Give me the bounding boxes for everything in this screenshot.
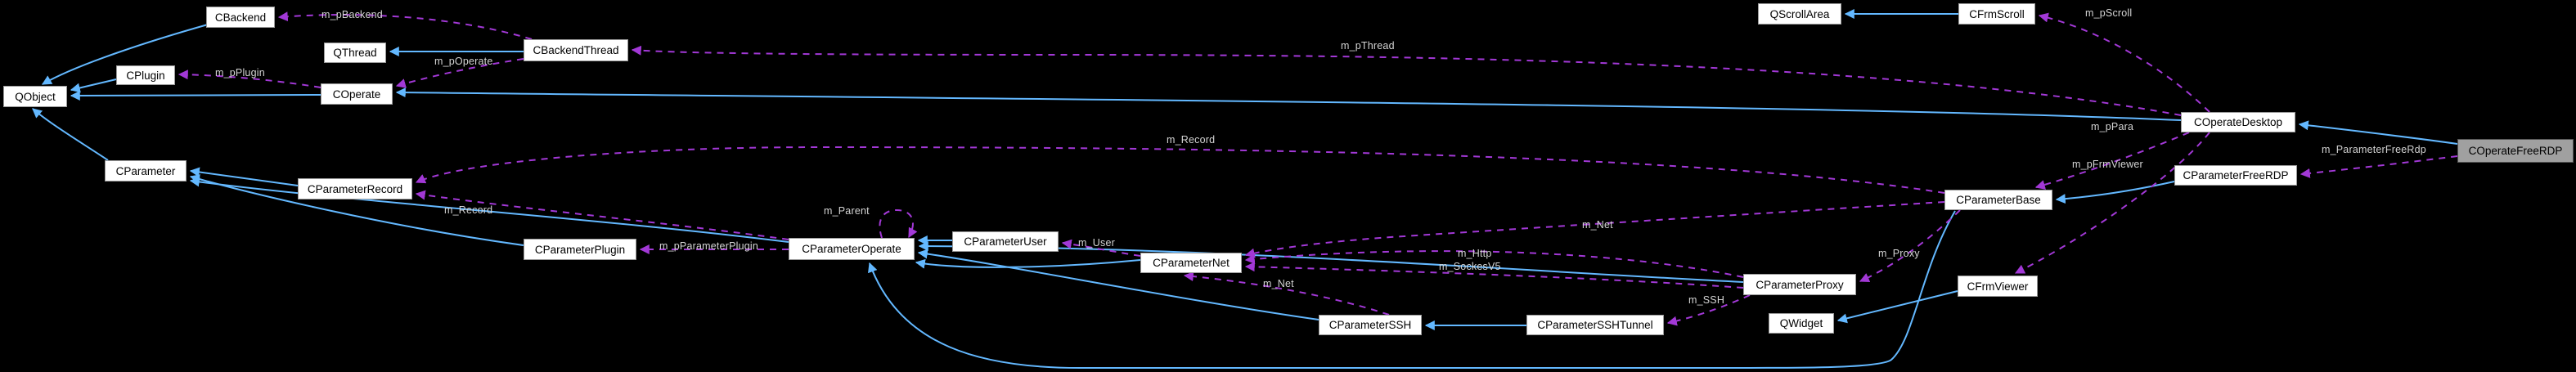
edge-cparameterproxy-to-cparameternet-m_SockesV5 [1244,262,1744,289]
edge-cfrmviewer-to-qwidget [1836,290,1958,324]
edge-cparameterfreerdp-to-cparameterbase [2055,181,2175,204]
edge-coperate-to-cplugin-m_pPlugin [178,69,321,88]
node-cparameterplugin[interactable]: CParameterPlugin [524,239,636,260]
node-qscrollarea[interactable]: QScrollArea [1758,3,1841,25]
edge-cparameternet-to-cparameteroperate [915,258,1141,269]
node-qthread[interactable]: QThread [324,43,386,63]
edge-label-m_SockesV5: m_SockesV5 [1439,261,1501,272]
edge-cparameterssh-to-cparameteroperate [917,249,1319,320]
edge-label-m_ParameterFreeRdp: m_ParameterFreeRdp [2322,144,2426,155]
edge-cparameterssh-to-cparameternet-m_Net [1183,271,1390,316]
edge-label-m_SSH: m_SSH [1688,294,1725,306]
edge-cparameterproxy-to-cparameternet-m_Http [1244,250,1744,278]
edge-label-m_Http: m_Http [1458,248,1492,259]
edge-coperate-to-qobject [70,90,321,101]
edge-label-m_pPlugin: m_pPlugin [215,67,265,78]
edge-cparameterrecord-to-cparameter [189,167,299,186]
edge-label-m_pOperate: m_pOperate [434,56,493,67]
node-coperate[interactable]: COperate [321,83,393,105]
node-cparameter[interactable]: CParameter [105,160,187,182]
edge-cparameteroperate-to-cparameter [189,177,789,243]
edge-label-m_Record: m_Record [444,204,493,216]
node-qwidget[interactable]: QWidget [1769,313,1834,334]
edge-label-m_pFrmViewer: m_pFrmViewer [2072,159,2143,170]
edge-cparameteroperate-to-cparameterrecord-m_Record [415,190,789,240]
node-coperatedesktop[interactable]: COperateDesktop [2181,112,2295,132]
edge-coperatedesktop-to-cbackendthread-m_pThread [631,45,2182,116]
node-cparametersshtunnel[interactable]: CParameterSSHTunnel [1526,315,1664,335]
edge-coperatedesktop-to-coperate [395,87,2182,121]
node-cbackendthread[interactable]: CBackendThread [524,39,628,61]
edge-label-m_Record: m_Record [1167,134,1216,146]
edge-cparameter-to-qobject [32,108,109,161]
node-coperatefreerdp: COperateFreeRDP [2457,139,2574,163]
edge-label-m_pPara: m_pPara [2091,121,2134,132]
node-cparameterfreerdp[interactable]: CParameterFreeRDP [2174,165,2297,186]
edge-cbackend-to-qobject [41,24,209,85]
node-cparameterrecord[interactable]: CParameterRecord [298,178,412,199]
edge-label-m_Net: m_Net [1263,278,1294,289]
edge-cparameternet-to-cparameteruser-m_User [1061,239,1141,257]
node-cfrmviewer[interactable]: CFrmViewer [1958,276,2038,297]
edge-cparameterproxy-to-cparametersshtunnel-m_SSH [1666,294,1751,326]
edge-label-m_Net: m_Net [1582,219,1613,231]
node-cparameterbase[interactable]: CParameterBase [1944,190,2052,210]
node-cfrmscroll[interactable]: CFrmScroll [1958,3,2035,25]
node-cparameternet[interactable]: CParameterNet [1140,253,1242,273]
edge-label-m_User: m_User [1078,237,1115,249]
node-qobject[interactable]: QObject [3,86,67,107]
edge-cparameterbase-to-cparameternet-m_Net [1244,201,1945,258]
edge-cbackendthread-to-coperate-m_pOperate [395,58,524,88]
edge-label-m_pThread: m_pThread [1341,40,1395,52]
edge-cparameteroperate-to-cparameteroperate-m_Parent [879,208,918,239]
edge-label-m_pBackend: m_pBackend [321,9,383,20]
node-cbackend[interactable]: CBackend [206,7,275,28]
edge-coperatedesktop-to-cfrmscroll-m_pScroll [2038,12,2210,113]
edge-label-m_pScroll: m_pScroll [2085,7,2133,19]
edge-label-m_pParameterPlugin: m_pParameterPlugin [659,240,759,252]
node-cplugin[interactable]: CPlugin [116,65,175,85]
node-cparameteruser[interactable]: CParameterUser [952,231,1059,252]
edge-coperatefreerdp-to-cparameterfreerdp-m_ParameterFreeRdp [2300,155,2458,178]
edge-cparameterbase-to-cparameteroperate [868,210,1956,370]
edge-cbackendthread-to-cbackend-m_pBackend [277,11,533,40]
node-cparameterproxy[interactable]: CParameterProxy [1743,274,1856,295]
edge-cparameterbase-to-cparameterproxy-m_Proxy [1859,209,1961,282]
edge-cparameterbase-to-cparameterrecord-m_Record [415,146,1945,194]
edge-coperatefreerdp-to-coperatedesktop [2298,120,2458,145]
edge-label-m_Proxy: m_Proxy [1878,248,1920,259]
edge-coperatedesktop-to-cfrmviewer-m_pFrmViewer [2014,132,2210,274]
node-cparameterssh[interactable]: CParameterSSH [1319,315,1422,335]
node-cparameteroperate[interactable]: CParameterOperate [789,238,915,260]
edge-label-m_Parent: m_Parent [824,205,870,217]
edge-cplugin-to-qobject [70,78,117,93]
